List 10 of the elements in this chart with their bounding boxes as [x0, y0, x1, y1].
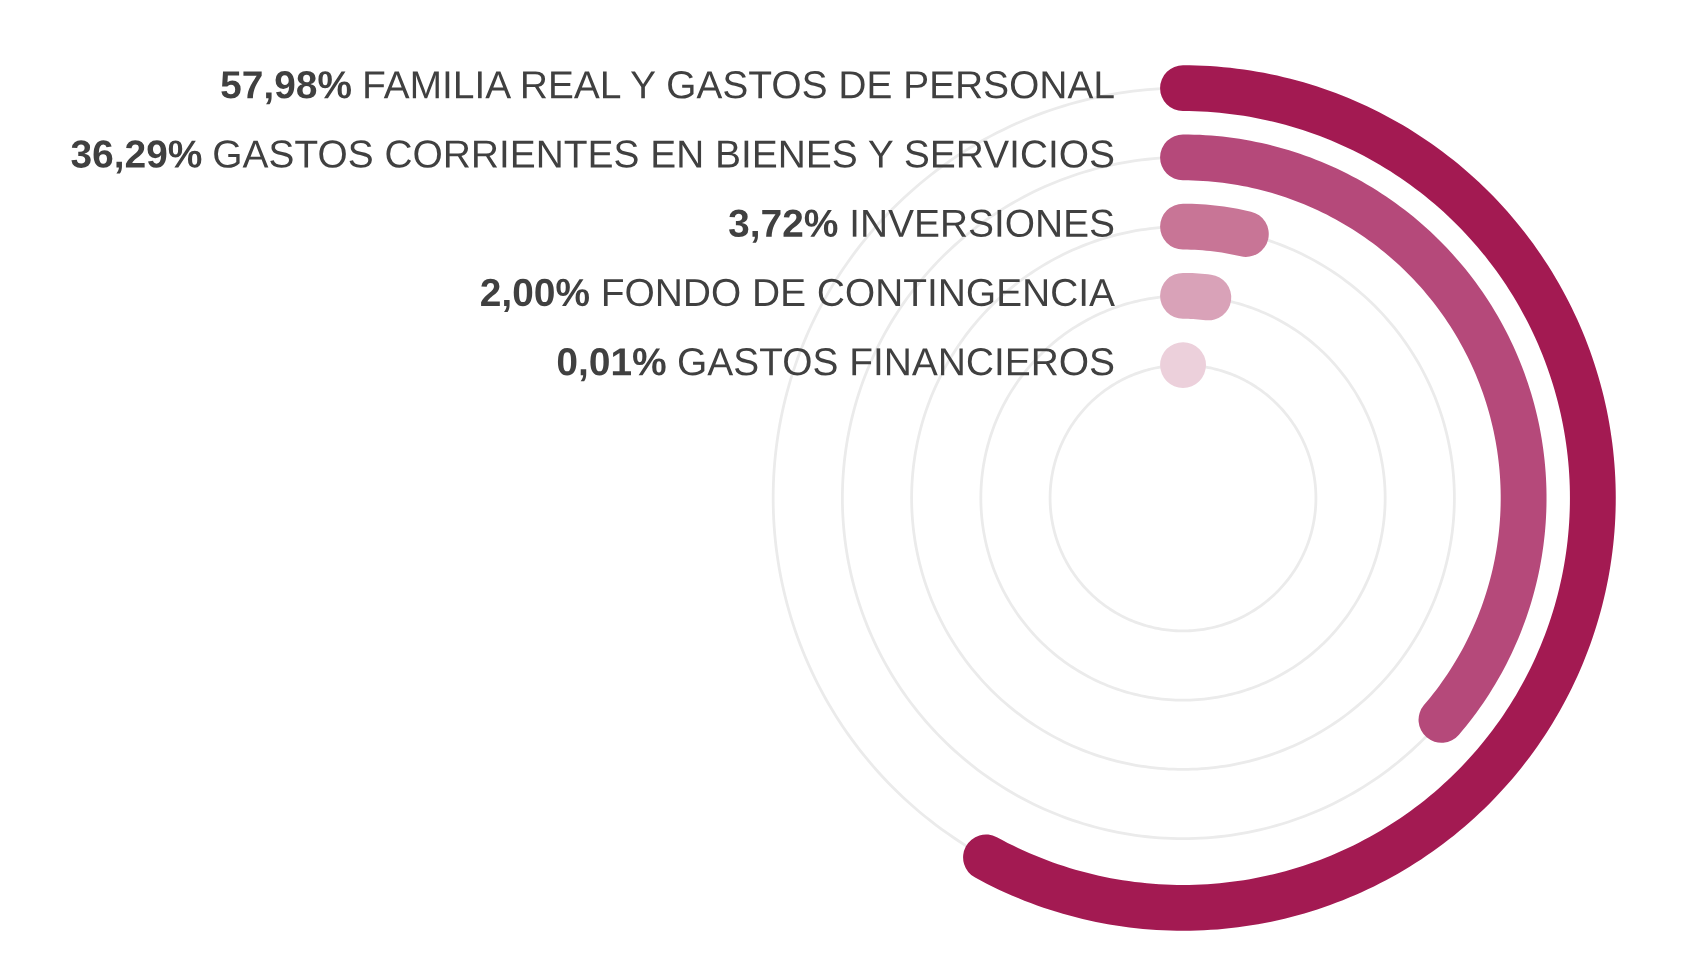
- category-label: GASTOS CORRIENTES EN BIENES Y SERVICIOS: [214, 140, 1114, 168]
- data-label: 0,01%: [557, 347, 666, 382]
- data-label: 57,98%: [221, 71, 351, 105]
- category-label: FAMILIA REAL Y GASTOS DE PERSONAL: [365, 71, 1114, 99]
- data-label: 36,29%: [71, 140, 202, 174]
- category-label: INVERSIONES: [852, 209, 1114, 238]
- data-label: 2,00%: [481, 278, 589, 312]
- data-label: 3,72%: [729, 209, 838, 243]
- category-label: GASTOS FINANCIEROS: [678, 347, 1114, 376]
- category-label: FONDO DE CONTINGENCIA: [603, 278, 1115, 307]
